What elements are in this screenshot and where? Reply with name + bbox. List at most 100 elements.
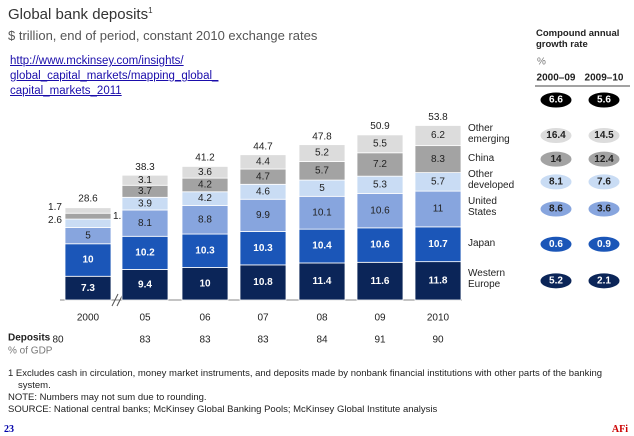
bar-segment <box>414 145 462 174</box>
bar-segment <box>64 218 112 228</box>
growth-oval <box>587 91 621 109</box>
title-note: 1 <box>148 6 153 15</box>
legend-label: Other developed <box>468 168 515 191</box>
data-label: 6.2 <box>431 130 445 141</box>
deposits-label: Deposits <box>8 333 51 344</box>
bar-segment <box>414 226 462 263</box>
growth-title: Compound annual growth rate <box>536 28 620 50</box>
bar-segment <box>298 262 346 301</box>
x-tick-label: 07 <box>257 313 269 324</box>
bar-segment <box>181 166 229 179</box>
x-tick-label: 2010 <box>427 313 450 324</box>
growth-value: 14 <box>550 154 562 165</box>
data-label: 11.8 <box>429 275 448 286</box>
data-label: 11 <box>433 204 444 215</box>
data-label: 3.7 <box>138 186 152 197</box>
bar-segment <box>239 231 287 266</box>
deposits-sublabel: % of GDP <box>8 346 53 357</box>
growth-oval <box>587 150 621 168</box>
bar-segment <box>356 227 404 263</box>
data-label: 3.9 <box>138 198 152 209</box>
growth-value: 16.4 <box>546 130 566 141</box>
brand: AFi <box>611 424 628 435</box>
bar-segment <box>414 261 462 301</box>
data-label: 8.8 <box>198 214 212 225</box>
bar-segment <box>181 205 229 235</box>
growth-value: 14.5 <box>594 130 614 141</box>
data-label: 11.6 <box>371 276 390 287</box>
data-label: 10.6 <box>370 205 390 216</box>
bar-segment <box>121 235 169 270</box>
total-label: 28.6 <box>78 194 98 205</box>
link-line: capital_markets_2011 <box>10 85 122 97</box>
footnote: SOURCE: National central banks; McKinsey… <box>8 404 438 415</box>
bar-segment <box>121 209 169 237</box>
bar-segment <box>414 125 462 147</box>
deposits-value: 83 <box>257 335 269 346</box>
data-label: 1.8 <box>113 211 127 222</box>
data-label: 10.4 <box>312 241 332 252</box>
bar-segment <box>356 134 404 154</box>
growth-oval <box>539 173 573 191</box>
growth-value: 2.1 <box>597 275 611 286</box>
bar-segment <box>414 190 462 228</box>
data-label: 2.6 <box>48 215 62 226</box>
data-label: 5 <box>85 230 91 241</box>
data-label: 3.1 <box>138 175 152 186</box>
legend-label: Western Europe <box>468 267 506 290</box>
growth-value: 7.6 <box>597 177 611 188</box>
deposits-value: 83 <box>199 335 211 346</box>
bar-segment <box>64 243 112 277</box>
deposits-value: 80 <box>52 335 64 346</box>
link-line: global_capital_markets/mapping_global_ <box>10 70 219 82</box>
footnote: NOTE: Numbers may not sum due to roundin… <box>8 392 207 403</box>
total-label: 53.8 <box>428 112 448 123</box>
total-label: 44.7 <box>253 141 273 152</box>
legend-label: Japan <box>468 238 496 250</box>
data-label: 4.2 <box>198 193 212 204</box>
data-label: 3.6 <box>198 167 212 178</box>
growth-oval <box>587 200 621 218</box>
growth-value: 8.1 <box>549 177 563 188</box>
data-label: 10.8 <box>253 277 273 288</box>
bar-segment <box>356 192 404 229</box>
data-label: 9.9 <box>256 210 270 221</box>
link-line: http://www.mckinsey.com/insights/ <box>10 55 184 67</box>
legend-label: Other emerging <box>468 122 510 145</box>
data-label: 10.3 <box>253 243 273 254</box>
total-label: 38.3 <box>135 162 155 173</box>
growth-oval <box>587 127 621 145</box>
growth-value: 5.2 <box>549 275 563 286</box>
data-label: 10.7 <box>428 239 448 250</box>
data-label: 11.4 <box>313 276 332 287</box>
footnote: 1 Excludes cash in circulation, money ma… <box>8 368 603 391</box>
data-label: 5 <box>319 183 325 194</box>
subtitle: $ trillion, end of period, constant 2010… <box>8 28 318 43</box>
x-tick-label: 08 <box>316 313 328 324</box>
link[interactable]: http://www.mckinsey.com/insights/global_… <box>10 54 218 99</box>
growth-oval <box>539 235 573 253</box>
data-label: 7.2 <box>373 159 387 170</box>
bar-segment <box>239 198 287 232</box>
data-label: 8.1 <box>138 218 152 229</box>
growth-oval <box>539 91 573 109</box>
legend-label: China <box>468 153 495 165</box>
growth-value: 6.6 <box>549 95 563 106</box>
legend-label: United States <box>468 196 497 218</box>
bar-segment <box>181 233 229 268</box>
bar-segment <box>181 267 229 301</box>
growth-value: 3.6 <box>597 204 611 215</box>
data-label: 10.3 <box>195 245 215 256</box>
data-label: 1.7 <box>48 202 62 213</box>
data-label: 9.4 <box>138 279 152 290</box>
bar-segment <box>64 207 112 214</box>
growth-value: 0.6 <box>549 239 563 250</box>
data-label: 8.3 <box>431 154 445 165</box>
data-label: 10.1 <box>312 207 332 218</box>
footnotes: 1 Excludes cash in circulation, money ma… <box>8 368 628 416</box>
page-number: 23 <box>4 424 14 435</box>
growth-oval <box>539 127 573 145</box>
title-wrap: Global bank deposits1 <box>8 6 153 23</box>
growth-oval <box>587 173 621 191</box>
